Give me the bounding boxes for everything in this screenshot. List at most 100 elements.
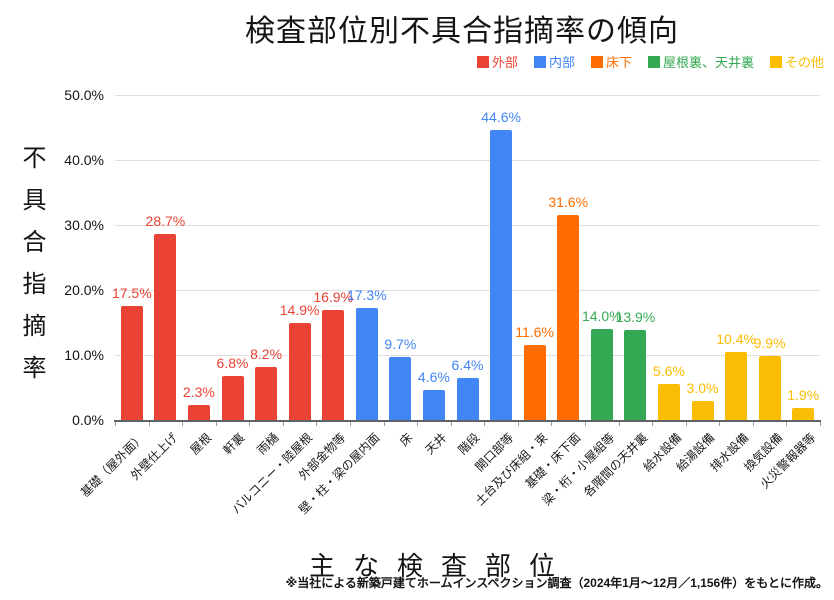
x-tick-label: 床	[397, 430, 416, 449]
bar	[288, 323, 311, 420]
bar-value-label: 44.6%	[481, 109, 521, 126]
bar	[758, 355, 781, 420]
y-tick-label: 10.0%	[64, 347, 104, 363]
legend-item: 屋根裏、天井裏	[647, 52, 754, 71]
bar-value-label: 13.9%	[615, 308, 656, 325]
bar	[557, 214, 580, 420]
bar	[657, 383, 680, 420]
legend-label: その他	[784, 55, 824, 70]
x-axis-line	[114, 420, 821, 422]
axis-tick-mark	[585, 422, 586, 426]
bar-value-label: 5.6%	[652, 362, 685, 379]
axis-tick-mark	[215, 422, 217, 426]
legend-swatch	[476, 55, 489, 68]
axis-tick-mark	[685, 422, 687, 426]
legend-label: 内部	[548, 55, 575, 70]
axis-tick-mark	[551, 422, 553, 426]
y-tick-label: 40.0%	[64, 152, 104, 168]
legend-swatch	[590, 55, 603, 68]
axis-tick-mark	[652, 422, 654, 426]
axis-tick-mark	[350, 422, 351, 426]
legend-label: 外部	[491, 55, 518, 70]
bar	[422, 390, 445, 420]
bar-value-label: 16.9%	[313, 289, 354, 306]
bar	[523, 344, 546, 420]
y-tick-label: 20.0%	[64, 282, 104, 298]
axis-tick-mark	[484, 422, 486, 426]
gridline	[115, 355, 820, 356]
bar-value-label: 3.0%	[686, 379, 719, 396]
y-tick-label: 30.0%	[64, 217, 104, 233]
axis-tick-mark	[786, 422, 788, 426]
legend-swatch	[769, 55, 782, 68]
bar	[691, 400, 714, 420]
bar-value-label: 6.4%	[451, 357, 484, 374]
axis-tick-mark	[148, 422, 150, 426]
axis-tick-mark	[618, 422, 620, 426]
axis-tick-mark	[417, 422, 419, 426]
bar-value-label: 10.4%	[716, 331, 756, 348]
axis-tick-mark	[517, 422, 519, 426]
axis-tick-mark	[719, 422, 721, 426]
gridline	[115, 225, 820, 226]
bar-value-label: 9.7%	[384, 335, 417, 352]
legend-swatch	[647, 55, 660, 68]
bar-value-label: 4.6%	[417, 369, 450, 386]
legend-label: 床下	[605, 55, 632, 70]
axis-tick-mark	[820, 422, 821, 426]
legend: 外部 内部 床下 屋根裏、天井裏 その他	[476, 52, 824, 71]
bar	[624, 329, 647, 420]
gridline	[115, 160, 820, 161]
legend-item: その他	[769, 52, 824, 71]
bar	[456, 378, 479, 420]
bar	[187, 405, 210, 420]
y-tick-label: 50.0%	[64, 87, 104, 103]
axis-tick-mark	[115, 422, 116, 426]
axis-tick-mark	[182, 422, 184, 426]
bar	[322, 310, 345, 420]
x-tick-label: 軒裏	[220, 430, 248, 458]
legend-item: 床下	[590, 52, 632, 71]
bar	[792, 407, 815, 420]
x-tick-label: 天井	[422, 430, 450, 458]
bar-value-label: 28.7%	[145, 212, 186, 229]
bar-value-label: 11.6%	[515, 323, 554, 340]
bar	[389, 356, 412, 420]
bar	[725, 352, 748, 420]
axis-tick-mark	[282, 422, 284, 426]
bar	[154, 233, 177, 420]
legend-item: 内部	[533, 52, 575, 71]
bar-value-label: 1.9%	[787, 386, 820, 403]
axis-tick-mark	[249, 422, 251, 426]
bar	[255, 366, 278, 420]
gridline	[115, 290, 820, 291]
x-tick-label: 屋根	[187, 430, 215, 458]
axis-tick-mark	[752, 422, 754, 426]
chart-title: 検査部位別不具合指摘率の傾向	[245, 15, 679, 48]
gridline	[115, 95, 820, 96]
x-axis-title: 主な検査部位	[308, 551, 573, 581]
bar-value-label: 31.6%	[548, 193, 589, 210]
bar-value-label: 8.2%	[250, 345, 283, 362]
legend-item: 外部	[476, 52, 518, 71]
bar	[221, 375, 244, 420]
y-tick-label: 0.0%	[72, 412, 104, 428]
source-note: ※当社による新築戸建てホームインスペクション調査（2024年1月～12月／1,1…	[285, 576, 828, 590]
bar-value-label: 17.3%	[346, 286, 387, 303]
bar	[590, 329, 613, 420]
axis-tick-mark	[450, 422, 452, 426]
legend-swatch	[533, 55, 546, 68]
bar-value-label: 9.9%	[753, 334, 786, 351]
axis-tick-mark	[316, 422, 318, 426]
bar-value-label: 14.0%	[581, 308, 622, 324]
legend-label: 屋根裏、天井裏	[662, 55, 754, 70]
bar-value-label: 14.9%	[279, 302, 320, 319]
bar-value-label: 2.3%	[182, 384, 215, 401]
bar-value-label: 17.5%	[111, 285, 152, 302]
axis-tick-mark	[383, 422, 385, 426]
bar	[120, 306, 143, 420]
bar-value-label: 6.8%	[216, 354, 249, 371]
bar	[490, 130, 513, 420]
